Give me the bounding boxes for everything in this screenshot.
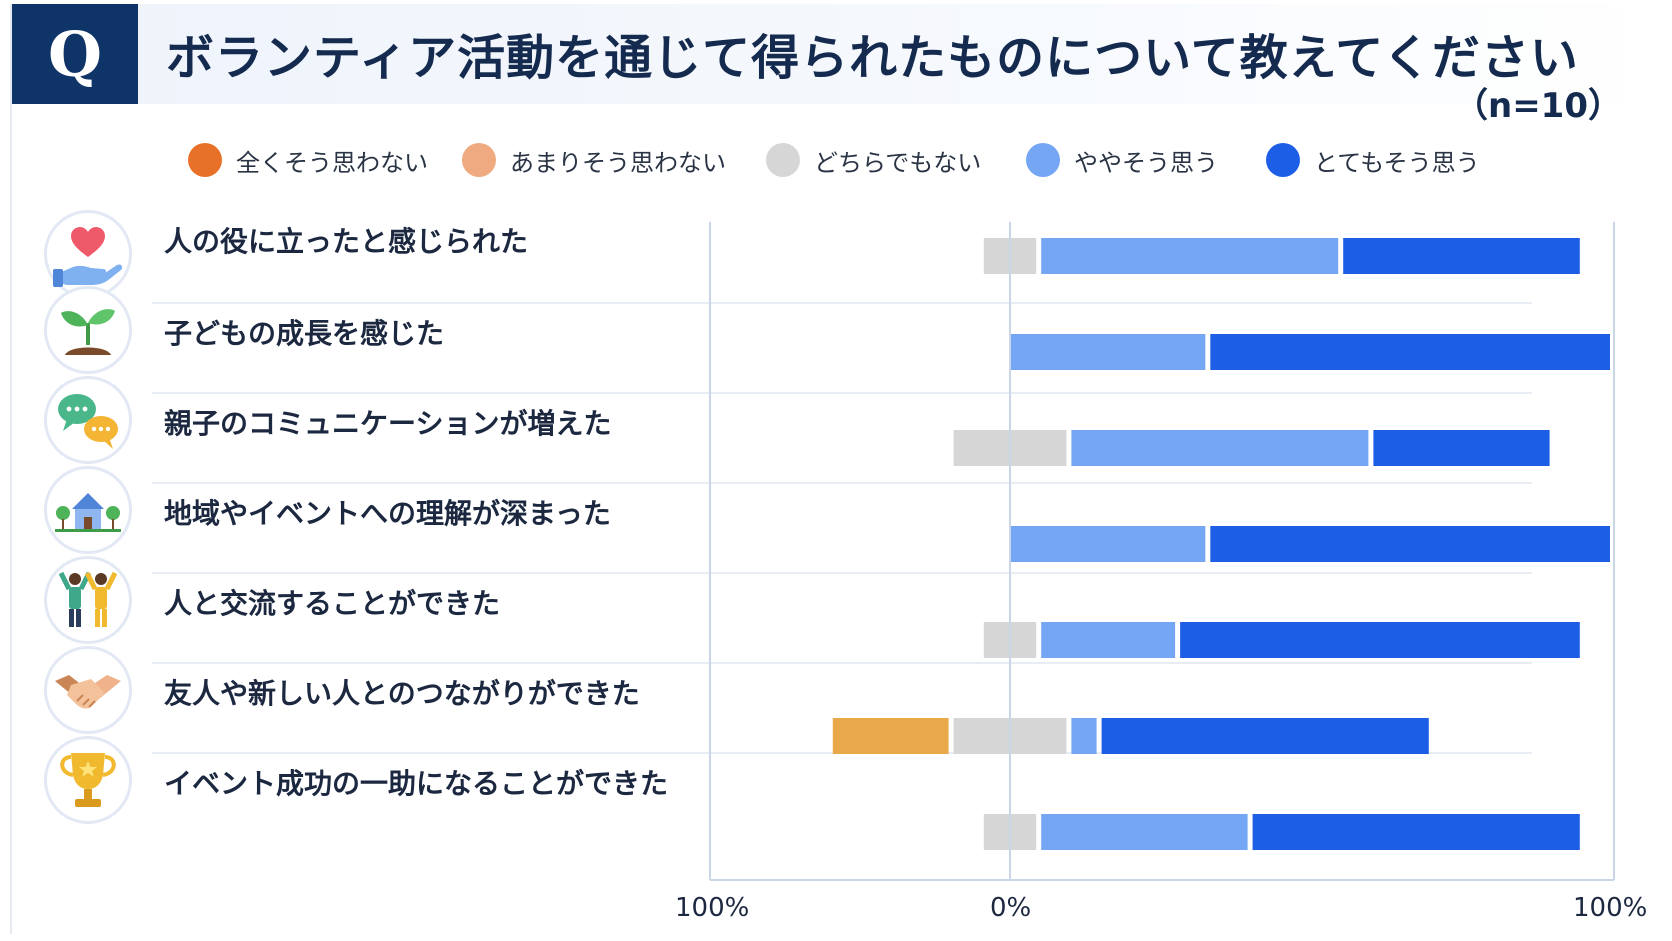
- legend-item: ややそう思う: [1026, 140, 1218, 180]
- heart-hand-icon: [44, 210, 132, 298]
- legend-label: あまりそう思わない: [510, 148, 726, 177]
- row-label: イベント成功の一助になることができた: [164, 767, 669, 800]
- page-title: ボランティア活動を通じて得られたものについて教えてください: [166, 30, 1579, 86]
- legend-label: どちらでもない: [814, 148, 982, 177]
- row-label: 子どもの成長を感じた: [164, 317, 445, 350]
- legend-item: 全くそう思わない: [188, 140, 428, 180]
- row-label: 親子のコミュニケーションが増えた: [164, 407, 612, 440]
- row-label: 人の役に立ったと感じられた: [164, 225, 529, 258]
- trophy-icon: [44, 736, 132, 824]
- row-label: 地域やイベントへの理解が深まった: [164, 497, 611, 530]
- sample-size-label: （n=10）: [1453, 86, 1622, 126]
- axis-tick-left: 100%: [675, 893, 750, 923]
- axis-tick-center: 0%: [990, 893, 1032, 923]
- legend-label: 全くそう思わない: [236, 148, 428, 177]
- row-label: 人と交流することができた: [164, 587, 501, 620]
- people-cheering-icon: [44, 556, 132, 644]
- row-divider: [152, 302, 1532, 304]
- row-divider: [152, 482, 1532, 484]
- legend-label: とてもそう思う: [1314, 148, 1480, 177]
- title-bar: [12, 4, 1662, 104]
- speech-bubbles-icon: [44, 376, 132, 464]
- house-trees-icon: [44, 466, 132, 554]
- legend-swatch-neutral: [766, 143, 800, 177]
- handshake-icon: [44, 646, 132, 734]
- legend-swatch-strongly-agree: [1266, 143, 1300, 177]
- legend-swatch-agree: [1026, 143, 1060, 177]
- legend-item: あまりそう思わない: [462, 140, 726, 180]
- slide-frame: [10, 4, 1664, 934]
- legend-item: どちらでもない: [766, 140, 981, 180]
- legend-item: とてもそう思う: [1266, 140, 1480, 180]
- axis-tick-right: 100%: [1573, 893, 1648, 923]
- chart-legend: 全くそう思わない あまりそう思わない どちらでもない ややそう思う とてもそう思…: [188, 140, 1600, 180]
- row-divider: [152, 392, 1532, 394]
- row-divider: [152, 752, 1532, 754]
- legend-swatch-strongly-disagree: [188, 143, 222, 177]
- question-mark-box: Q: [12, 4, 138, 104]
- legend-swatch-disagree: [462, 143, 496, 177]
- row-label: 友人や新しい人とのつながりができた: [164, 677, 640, 710]
- legend-label: ややそう思う: [1074, 148, 1218, 177]
- row-divider: [152, 572, 1532, 574]
- row-divider: [152, 662, 1532, 664]
- sprout-icon: [44, 286, 132, 374]
